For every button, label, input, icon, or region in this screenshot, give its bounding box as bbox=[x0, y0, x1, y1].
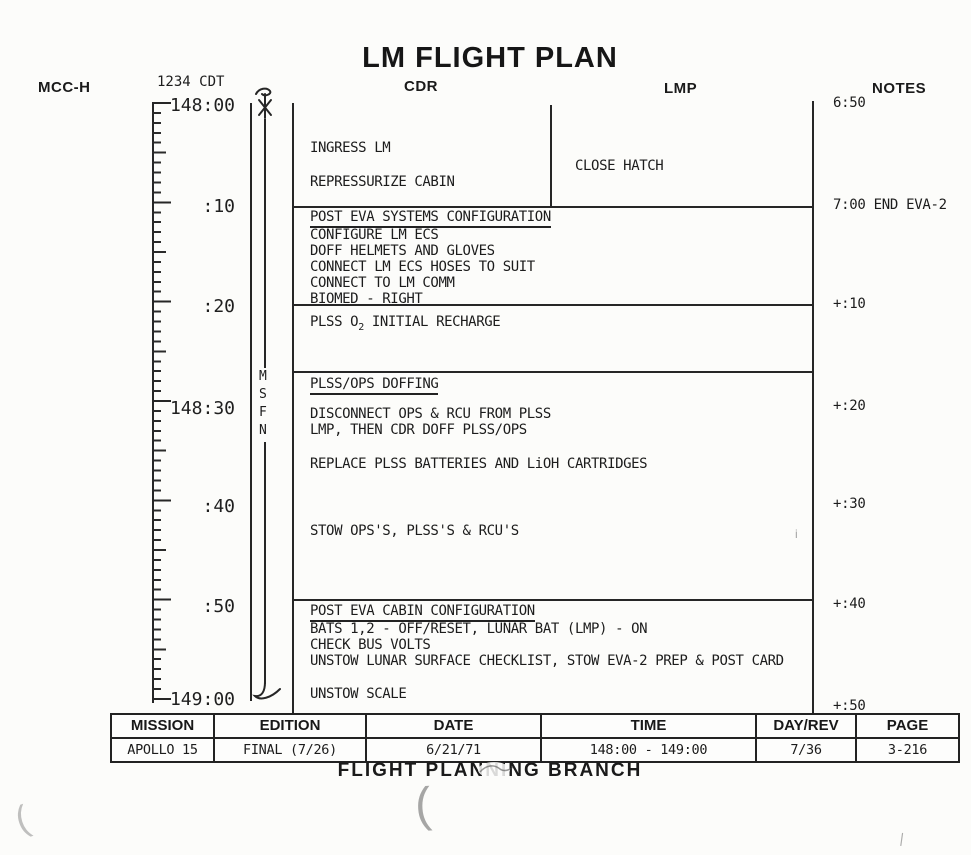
cdr-event: REPRESSURIZE CABIN bbox=[310, 174, 455, 190]
cdr-event: STOW OPS'S, PLSS'S & RCU'S bbox=[310, 523, 519, 539]
column-header-lmp: LMP bbox=[664, 80, 698, 97]
notes-entry: +:50 bbox=[833, 698, 866, 714]
column-header-cdr: CDR bbox=[404, 78, 438, 95]
column-header-mcch: MCC-H bbox=[38, 79, 91, 96]
row-separator bbox=[292, 304, 814, 306]
footer-header-time: TIME bbox=[542, 715, 757, 739]
plss-o2-sub: 2 bbox=[358, 321, 364, 333]
msfn-letter: M bbox=[259, 369, 267, 384]
footer-header-date: DATE bbox=[367, 715, 542, 739]
notes-column-line bbox=[812, 101, 814, 714]
time-label: 148:00 bbox=[169, 95, 235, 116]
column-header-notes: NOTES bbox=[872, 80, 927, 97]
local-time-label: 1234 CDT bbox=[157, 74, 225, 90]
cdr-event: DOFF HELMETS AND GLOVES bbox=[310, 243, 495, 259]
station-loss-hook bbox=[252, 682, 281, 700]
footer-value-dayrev: 7/36 bbox=[757, 739, 857, 761]
content-left-border bbox=[292, 103, 294, 714]
scan-artifact-tick: | bbox=[898, 829, 905, 847]
msfn-letter: N bbox=[259, 423, 267, 438]
cdr-event: BATS 1,2 - OFF/RESET, LUNAR BAT (LMP) - … bbox=[310, 621, 648, 637]
cdr-event: UNSTOW LUNAR SURFACE CHECKLIST, STOW EVA… bbox=[310, 653, 784, 669]
footer-data-table: MISSION EDITION DATE TIME DAY/REV PAGE A… bbox=[110, 713, 960, 763]
time-label: :50 bbox=[202, 596, 235, 617]
cdr-event-plss-o2: PLSS O2 INITIAL RECHARGE bbox=[310, 314, 501, 333]
cdr-event: CONNECT LM ECS HOSES TO SUIT bbox=[310, 259, 535, 275]
row-separator bbox=[292, 206, 814, 208]
footer-value-time: 148:00 - 149:00 bbox=[542, 739, 757, 761]
notes-entry: 6:50 bbox=[833, 95, 866, 111]
row-separator bbox=[292, 371, 814, 373]
msfn-line-lower bbox=[264, 442, 266, 684]
cdr-lmp-divider bbox=[550, 105, 552, 208]
footer-header-page: PAGE bbox=[857, 715, 958, 739]
notes-entry: +:20 bbox=[833, 398, 866, 414]
station-acquisition-symbol bbox=[255, 87, 272, 119]
notes-entry: +:30 bbox=[833, 496, 866, 512]
cdr-event: UNSTOW SCALE bbox=[310, 686, 407, 702]
page-title: LM FLIGHT PLAN bbox=[362, 42, 618, 74]
msfn-letter: S bbox=[259, 387, 267, 402]
notes-entry: 7:00 END EVA-2 bbox=[833, 197, 947, 213]
scan-smudge bbox=[478, 762, 510, 778]
scan-artifact-speck: i bbox=[795, 527, 798, 541]
ruler-major-ticks bbox=[152, 102, 171, 704]
notes-entry: +:40 bbox=[833, 596, 866, 612]
scan-artifact-curve: ( bbox=[9, 797, 34, 840]
lmp-event: CLOSE HATCH bbox=[575, 158, 664, 174]
time-label: :20 bbox=[202, 296, 235, 317]
footer-header-mission: MISSION bbox=[112, 715, 215, 739]
time-label: :40 bbox=[202, 496, 235, 517]
plss-o2-post: INITIAL RECHARGE bbox=[363, 314, 501, 330]
footer-value-page: 3-216 bbox=[887, 742, 928, 758]
cdr-section-header: POST EVA CABIN CONFIGURATION bbox=[310, 603, 535, 622]
footer-header-dayrev: DAY/REV bbox=[757, 715, 857, 739]
cdr-event: CHECK BUS VOLTS bbox=[310, 637, 431, 653]
scan-artifact-paren: ( bbox=[413, 778, 433, 833]
footer-header-edition: EDITION bbox=[215, 715, 367, 739]
time-label: 148:30 bbox=[169, 398, 235, 419]
plss-o2-pre: PLSS O bbox=[310, 314, 359, 330]
footer-value-mission: APOLLO 15 bbox=[112, 739, 215, 761]
cdr-event: INGRESS LM bbox=[310, 140, 391, 156]
msfn-line-upper bbox=[264, 119, 266, 368]
notes-entry: +:10 bbox=[833, 296, 866, 312]
cdr-event: BIOMED - RIGHT bbox=[310, 291, 423, 307]
cdr-section-header: POST EVA SYSTEMS CONFIGURATION bbox=[310, 209, 551, 228]
footer-value-date: 6/21/71 bbox=[367, 739, 542, 761]
cdr-event: CONNECT TO LM COMM bbox=[310, 275, 455, 291]
footer-value-edition: FINAL (7/26) bbox=[215, 739, 367, 761]
scan-smudge-mark bbox=[479, 765, 514, 773]
cdr-section-header: PLSS/OPS DOFFING bbox=[310, 376, 439, 395]
cdr-event: DISCONNECT OPS & RCU FROM PLSS bbox=[310, 406, 551, 422]
time-label: :10 bbox=[202, 196, 235, 217]
cdr-event: LMP, THEN CDR DOFF PLSS/OPS bbox=[310, 422, 527, 438]
time-label: 149:00 bbox=[169, 689, 235, 710]
cdr-event: REPLACE PLSS BATTERIES AND LiOH CARTRIDG… bbox=[310, 456, 648, 472]
cdr-event: CONFIGURE LM ECS bbox=[310, 227, 439, 243]
timeline-right-line bbox=[250, 103, 252, 701]
row-separator bbox=[292, 599, 814, 601]
msfn-letter: F bbox=[259, 405, 267, 420]
